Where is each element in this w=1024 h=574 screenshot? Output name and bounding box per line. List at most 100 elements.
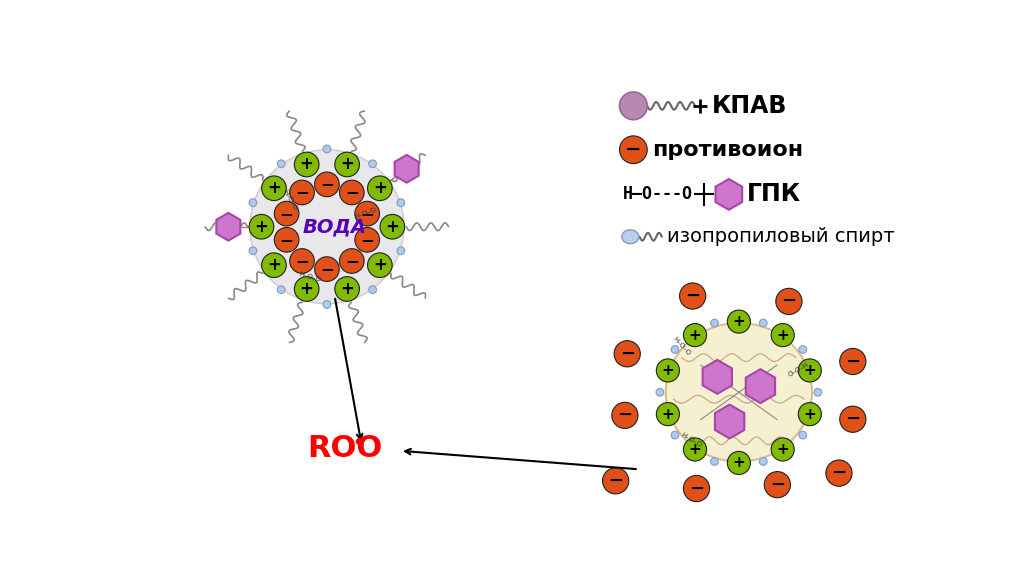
Text: −: − [608,472,624,490]
Circle shape [760,319,767,327]
Circle shape [656,402,680,426]
Circle shape [764,472,791,498]
Text: −: − [626,140,642,159]
Text: ROO: ROO [307,434,383,463]
Text: −: − [685,287,700,305]
Text: H–O–O: H–O–O [353,206,377,220]
Circle shape [799,359,821,382]
Text: +: + [255,218,268,236]
Circle shape [683,438,707,461]
Text: H–O–O: H–O–O [282,188,298,211]
Text: +: + [662,406,674,422]
Text: −: − [360,205,374,223]
Circle shape [369,286,377,293]
Text: КПАВ: КПАВ [712,94,787,118]
Text: +: + [732,455,745,471]
Circle shape [314,172,339,197]
Circle shape [602,468,629,494]
Text: −: − [689,479,705,498]
Circle shape [727,310,751,333]
Text: −: − [620,345,635,363]
Circle shape [290,249,314,273]
Circle shape [776,288,802,315]
Circle shape [799,431,807,439]
Circle shape [249,215,273,239]
Text: +: + [804,406,816,422]
Circle shape [840,348,866,375]
Circle shape [262,253,287,277]
Circle shape [680,283,706,309]
Text: +: + [776,328,790,343]
Polygon shape [216,213,241,241]
Text: H–O–O: H–O–O [680,432,702,448]
Circle shape [249,199,257,207]
Circle shape [294,152,319,177]
Text: +: + [267,179,281,197]
Text: −: − [319,176,334,193]
Circle shape [840,406,866,432]
Circle shape [814,389,821,396]
Circle shape [397,199,404,207]
Circle shape [262,176,287,200]
Text: −: − [345,252,358,270]
Circle shape [335,277,359,301]
Circle shape [397,247,404,255]
Circle shape [683,475,710,502]
Circle shape [274,227,299,252]
Circle shape [771,438,795,461]
Text: −: − [781,292,797,311]
Text: −: − [345,184,358,201]
Circle shape [294,277,319,301]
Circle shape [368,176,392,200]
Circle shape [368,253,392,277]
Circle shape [355,201,380,226]
Circle shape [614,341,640,367]
Text: +: + [688,328,701,343]
Polygon shape [702,360,732,394]
Circle shape [656,359,680,382]
Circle shape [620,92,647,120]
Circle shape [671,346,679,354]
Text: +: + [267,256,281,274]
Circle shape [760,457,767,466]
Circle shape [274,201,299,226]
Text: +: + [385,218,399,236]
Circle shape [671,431,679,439]
Text: −: − [280,205,294,223]
Text: изопропиловый спирт: изопропиловый спирт [668,227,895,246]
Ellipse shape [622,230,639,244]
Text: ГПК: ГПК [746,183,801,207]
Text: +: + [340,280,354,298]
Text: −: − [617,406,633,424]
Circle shape [249,247,257,255]
Polygon shape [745,369,775,403]
Polygon shape [716,179,742,210]
Text: +: + [804,363,816,378]
Text: +: + [732,314,745,329]
Text: +: + [688,442,701,457]
Text: +: + [776,442,790,457]
Circle shape [278,160,285,168]
Circle shape [369,160,377,168]
Text: −: − [831,464,847,482]
Circle shape [355,227,380,252]
Circle shape [799,402,821,426]
Circle shape [323,301,331,308]
Text: H–O---O: H–O---O [624,185,693,203]
Circle shape [335,152,359,177]
Text: +: + [300,280,313,298]
Text: −: − [319,260,334,278]
Text: H–O–O: H–O–O [298,271,322,282]
Circle shape [611,402,638,428]
Text: −: − [845,352,860,370]
Text: −: − [295,252,309,270]
Text: −: − [770,476,785,494]
Text: ВОДА: ВОДА [303,217,367,236]
Text: +: + [662,363,674,378]
Text: −: − [845,410,860,428]
Circle shape [290,180,314,205]
Circle shape [711,319,718,327]
Text: +: + [373,179,387,197]
Circle shape [340,249,365,273]
Circle shape [340,180,365,205]
